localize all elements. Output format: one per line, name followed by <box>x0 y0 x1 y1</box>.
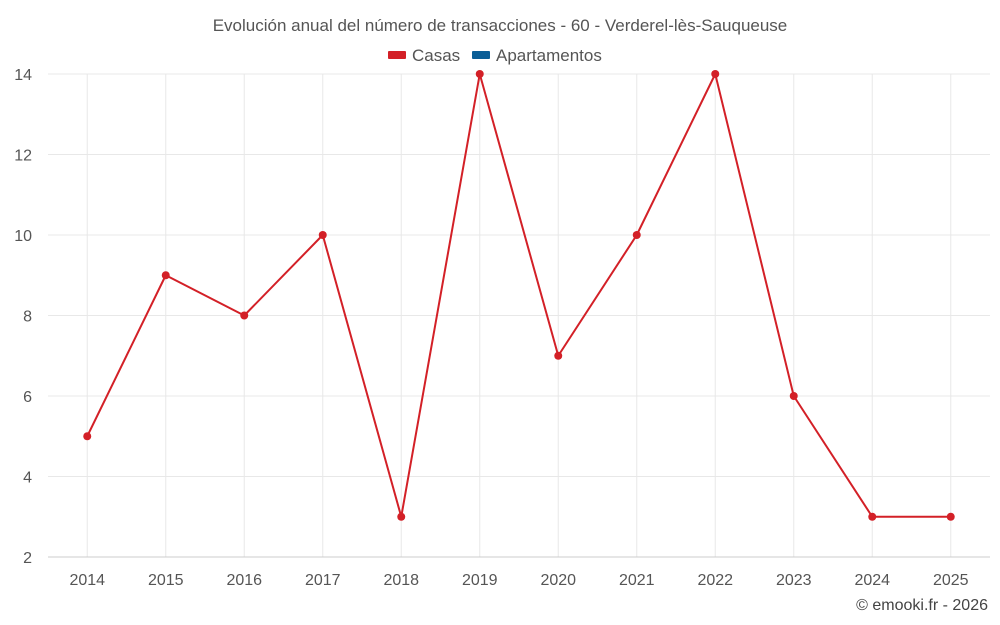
x-gridlines <box>86 74 952 557</box>
y-tick-label: 14 <box>14 67 32 84</box>
x-tick-label: 2019 <box>462 572 498 589</box>
data-point[interactable] <box>711 70 720 78</box>
data-point[interactable] <box>946 512 955 521</box>
y-gridlines <box>48 73 990 477</box>
data-point[interactable] <box>397 512 406 521</box>
data-point[interactable] <box>475 70 484 78</box>
x-tick-label: 2020 <box>540 572 576 589</box>
x-tick-label: 2021 <box>619 572 655 589</box>
data-point[interactable] <box>789 392 798 400</box>
data-point[interactable] <box>554 351 563 360</box>
x-tick-label: 2014 <box>69 572 105 589</box>
y-tick-label: 2 <box>23 550 32 567</box>
legend-item-apartamentos[interactable]: Apartamentos <box>472 46 602 65</box>
legend-label-apartamentos: Apartamentos <box>496 46 602 65</box>
data-point[interactable] <box>868 512 877 521</box>
chart-title: Evolución anual del número de transaccio… <box>213 16 788 35</box>
x-tick-label: 2022 <box>697 572 733 589</box>
x-tick-label: 2016 <box>226 572 262 589</box>
x-tick-label: 2015 <box>148 572 184 589</box>
credit-text: © emooki.fr - 2026 <box>856 597 988 614</box>
x-tick-label: 2017 <box>305 572 341 589</box>
data-point[interactable] <box>240 311 249 320</box>
y-axis-ticks: 2 4 6 8 10 12 14 <box>14 67 32 567</box>
data-point[interactable] <box>318 231 327 239</box>
legend-swatch-casas <box>388 51 406 59</box>
y-tick-label: 4 <box>23 470 32 487</box>
x-tick-label: 2023 <box>776 572 812 589</box>
legend-swatch-apartamentos <box>472 51 490 59</box>
data-point[interactable] <box>632 231 641 239</box>
x-tick-label: 2025 <box>933 572 969 589</box>
data-point[interactable] <box>83 432 92 441</box>
x-tick-label: 2018 <box>383 572 419 589</box>
y-tick-label: 12 <box>14 148 32 165</box>
legend-label-casas: Casas <box>412 46 460 65</box>
y-tick-label: 8 <box>23 309 32 326</box>
y-tick-label: 10 <box>14 228 32 245</box>
legend-item-casas[interactable]: Casas <box>388 46 460 65</box>
data-point[interactable] <box>161 271 170 280</box>
series-casas <box>83 70 955 521</box>
series-line-casas <box>86 73 951 518</box>
legend: Casas Apartamentos <box>388 46 602 65</box>
y-tick-label: 6 <box>23 389 32 406</box>
x-axis-ticks: 2014 2015 2016 2017 2018 2019 2020 2021 2022 2023… <box>69 572 968 589</box>
x-tick-label: 2024 <box>854 572 890 589</box>
